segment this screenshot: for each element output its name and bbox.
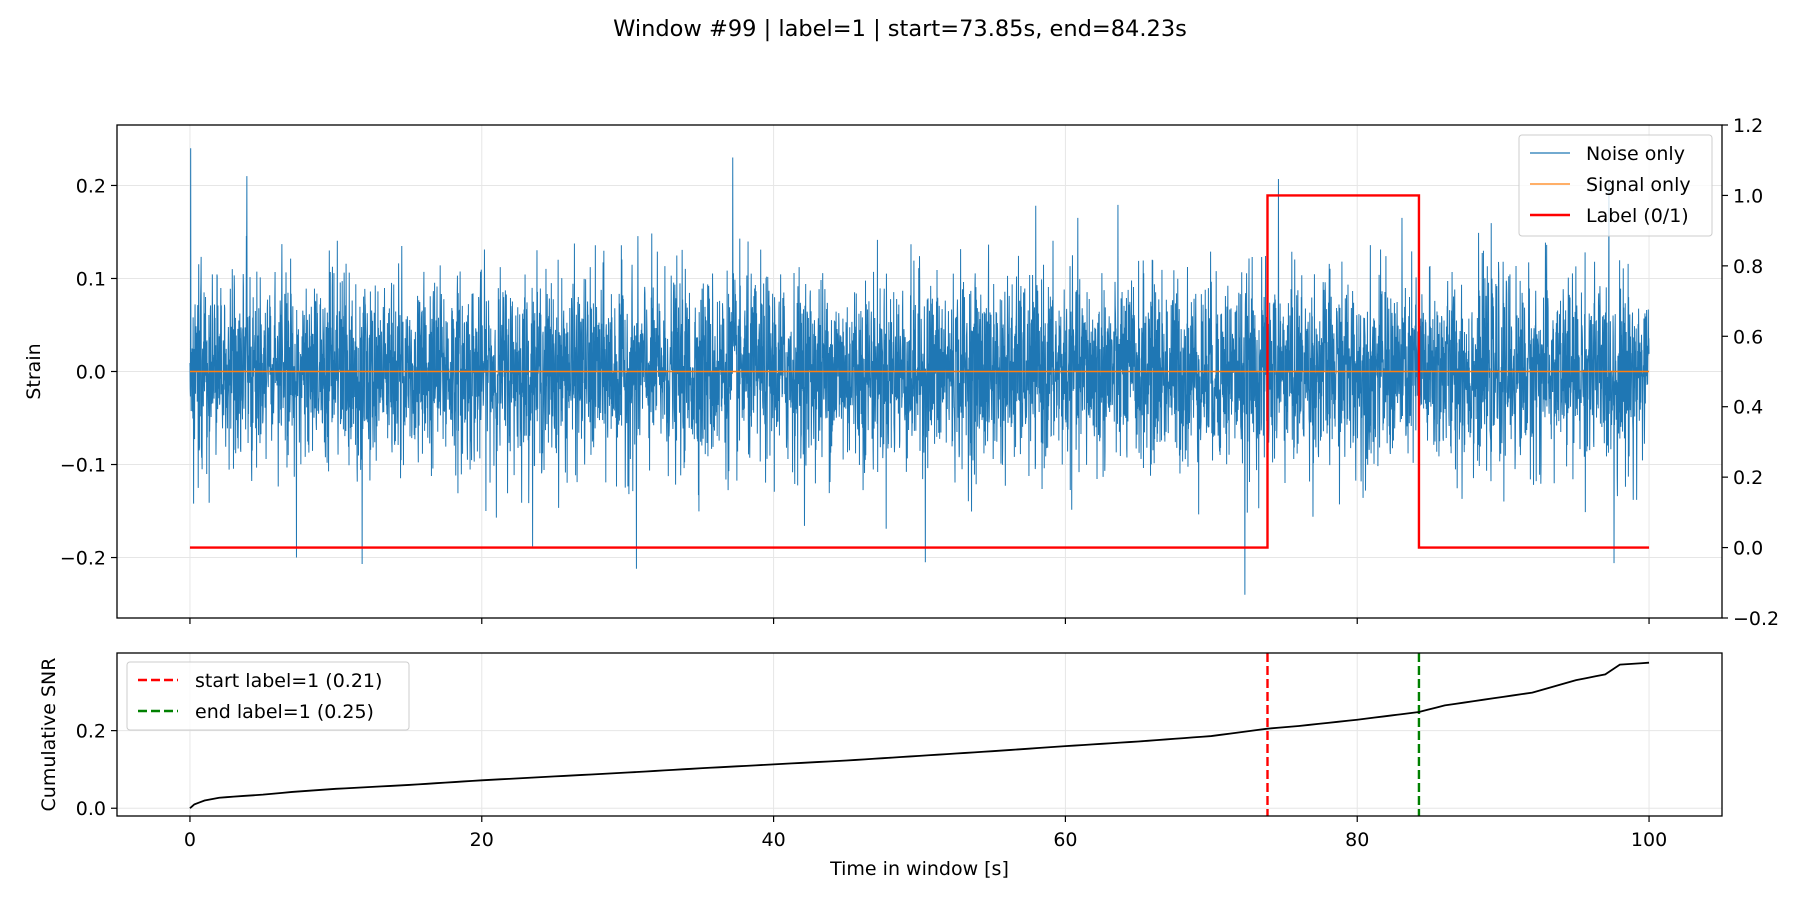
top-right-tick-label: 0.6 [1733, 326, 1763, 348]
top-right-tick-label: 0.2 [1733, 467, 1763, 489]
top-right-tick-label: 1.0 [1733, 185, 1763, 207]
top-right-tick-label: 1.2 [1733, 115, 1763, 137]
bottom-legend: start label=1 (0.21) end label=1 (0.25) [126, 661, 410, 731]
top-plot-area [189, 148, 1650, 595]
legend-label-label: Label (0/1) [1586, 205, 1689, 227]
top-left-tick-label: 0.1 [76, 268, 106, 290]
top-left-tick-label: −0.2 [60, 548, 106, 570]
top-left-ticks: −0.2 −0.1 0.0 0.1 0.2 [60, 175, 117, 570]
bottom-left-tick-label: 0.2 [76, 721, 106, 743]
bottom-x-tick-label: 20 [470, 829, 494, 851]
legend-label-signal: Signal only [1586, 174, 1691, 196]
top-right-tick-label: −0.2 [1733, 608, 1779, 630]
top-legend: Noise only Signal only Label (0/1) [1518, 134, 1713, 237]
series-noise-only [189, 148, 1650, 595]
series-cumulative-snr [189, 661, 1650, 809]
bottom-grid [117, 653, 1722, 816]
bottom-x-tick-label: 40 [761, 829, 785, 851]
bottom-y-axis-label: Cumulative SNR [38, 658, 60, 812]
top-left-tick-label: 0.0 [76, 362, 106, 384]
bottom-left-ticks: 0.0 0.2 [76, 721, 117, 820]
bottom-x-tick-label: 100 [1631, 829, 1667, 851]
bottom-panel: 0.0 0.2 0 20 40 60 80 100 Cumulative SNR Time … [38, 652, 1723, 880]
bottom-legend-box [126, 661, 410, 731]
top-legend-box [1518, 134, 1713, 237]
series-label [189, 194, 1650, 549]
bottom-axes-frame [116, 652, 1723, 817]
bottom-plot-area [189, 653, 1650, 816]
top-x-ticks [189, 618, 1650, 624]
top-left-tick-label: −0.1 [60, 455, 106, 477]
bottom-x-tick-label: 80 [1345, 829, 1369, 851]
x-axis-label: Time in window [s] [829, 858, 1009, 880]
legend-label-end-marker: end label=1 (0.25) [195, 701, 374, 723]
top-left-tick-label: 0.2 [76, 175, 106, 197]
top-y-axis-label: Strain [23, 343, 45, 399]
top-right-tick-label: 0.8 [1733, 256, 1763, 278]
top-right-tick-label: 0.0 [1733, 538, 1763, 560]
top-right-tick-label: 0.4 [1733, 397, 1763, 419]
bottom-x-tick-label: 60 [1053, 829, 1077, 851]
bottom-left-tick-label: 0.0 [76, 798, 106, 820]
legend-label-noise: Noise only [1586, 143, 1685, 165]
bottom-x-tick-label: 0 [184, 829, 196, 851]
chart-title: Window #99 | label=1 | start=73.85s, end… [613, 16, 1187, 42]
legend-label-start-marker: start label=1 (0.21) [195, 670, 382, 692]
top-right-ticks: −0.2 0.0 0.2 0.4 0.6 0.8 1.0 1.2 [1722, 115, 1779, 630]
top-panel: −0.2 −0.1 0.0 0.1 0.2 −0.2 0.0 0.2 0.4 0.6 0.8 1.0… [23, 115, 1779, 630]
bottom-x-ticks: 0 20 40 60 80 100 [184, 816, 1667, 851]
